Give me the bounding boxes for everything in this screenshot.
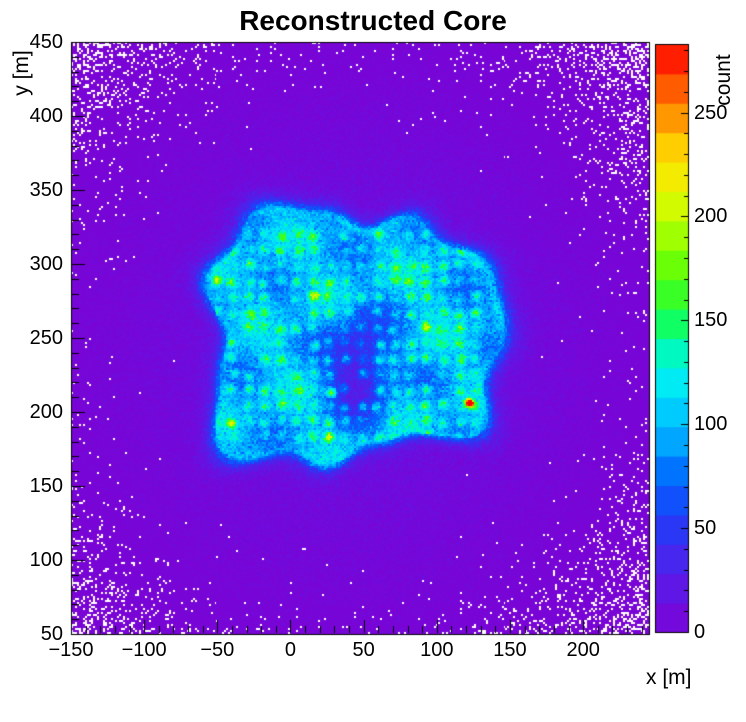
y-tick-label: 300	[29, 253, 63, 275]
y-tick-label: 250	[29, 327, 63, 349]
x-tick-label: 0	[284, 639, 297, 661]
x-tick-label: −50	[200, 639, 235, 661]
z-tick-label: 50	[694, 517, 717, 540]
y-tick-label: 450	[29, 31, 63, 53]
y-tick-label: 100	[29, 549, 63, 571]
y-tick-label: 400	[29, 105, 63, 127]
y-tick-label: 150	[29, 475, 63, 497]
x-tick-label: 50	[352, 639, 375, 661]
y-tick-label: 350	[29, 179, 63, 201]
y-tick-label: 50	[40, 623, 63, 645]
x-tick-label: −100	[121, 639, 167, 661]
z-tick-label: 250	[694, 101, 728, 124]
z-tick-label: 200	[694, 205, 728, 228]
z-tick-label: 150	[694, 309, 728, 332]
x-tick-label: 100	[420, 639, 454, 661]
y-tick-label: 200	[29, 401, 63, 423]
z-tick-label: 100	[694, 413, 728, 436]
x-tick-label: 200	[566, 639, 600, 661]
x-axis-title: x [m]	[646, 666, 692, 689]
z-tick-label: 0	[694, 621, 706, 643]
x-tick-label: −150	[48, 639, 94, 661]
x-tick-label: 150	[493, 639, 527, 661]
chart-title: Reconstructed Core	[239, 5, 507, 36]
